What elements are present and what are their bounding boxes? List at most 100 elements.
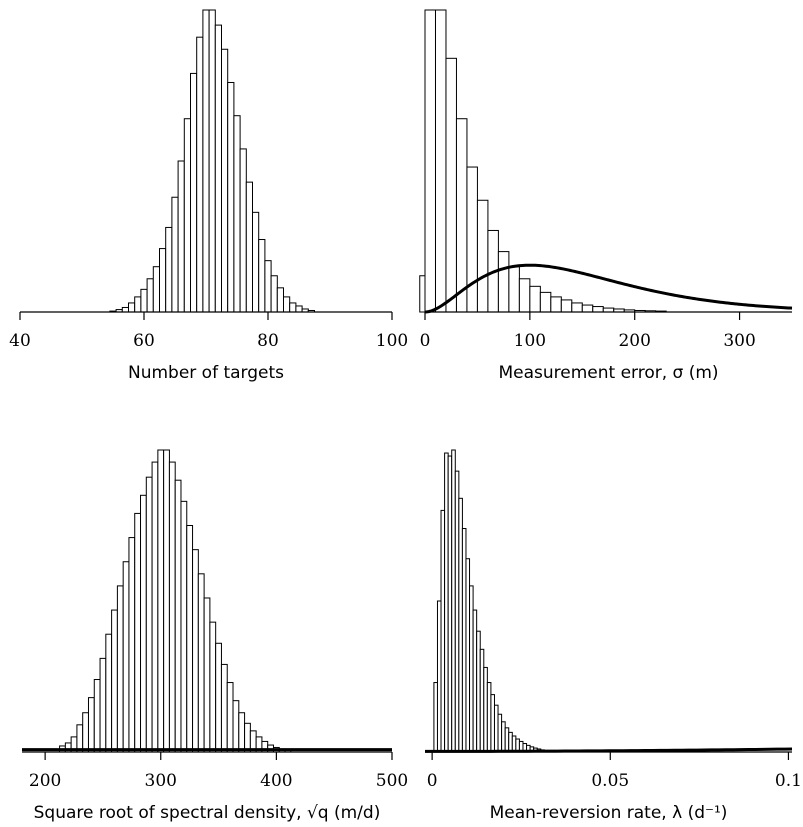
- histogram-bar: [454, 470, 460, 753]
- histogram-bar: [469, 585, 474, 753]
- histogram-bar: [264, 260, 272, 313]
- histogram-bar: [232, 700, 240, 753]
- histogram-bar: [270, 275, 278, 313]
- histogram-bar: [159, 248, 167, 313]
- histogram-bar: [202, 9, 210, 313]
- histogram-bar: [116, 585, 124, 753]
- histogram-bar: [476, 630, 481, 753]
- histogram-bar: [289, 302, 297, 313]
- x-tick-label: 300: [723, 331, 755, 351]
- histogram-bar: [511, 735, 517, 753]
- histogram-bar: [501, 721, 506, 753]
- histogram-bar: [529, 285, 541, 313]
- histogram-bar: [486, 682, 492, 753]
- histogram-bar: [165, 226, 173, 313]
- x-tick-label: 400: [260, 771, 292, 791]
- histogram-bar: [497, 713, 503, 753]
- histogram-bar: [560, 299, 573, 313]
- histogram-bar: [581, 304, 594, 313]
- histogram-bar: [445, 57, 457, 313]
- x-axis-title: Mean-reversion rate, λ (d⁻¹): [490, 803, 728, 823]
- histogram-bar: [244, 722, 251, 753]
- histogram-bar: [152, 266, 161, 313]
- histogram-bar: [99, 657, 107, 753]
- histogram-bar: [183, 118, 192, 313]
- histogram-bar: [105, 633, 113, 753]
- histogram-bar: [214, 24, 223, 313]
- histogram-bar: [258, 239, 266, 313]
- histogram-bar: [203, 597, 211, 753]
- histogram-bar: [226, 682, 234, 753]
- histogram-bar: [466, 166, 478, 313]
- histogram-bar: [283, 296, 291, 313]
- histogram-bar: [571, 302, 583, 313]
- histogram-bar: [121, 306, 130, 313]
- x-tick-label: 300: [145, 771, 177, 791]
- histogram-bar: [490, 694, 495, 753]
- histogram-bar: [197, 573, 205, 753]
- histogram-bar: [461, 528, 467, 753]
- histogram-bar: [238, 712, 246, 753]
- histogram-bar: [493, 704, 499, 753]
- histogram-bar: [180, 500, 188, 753]
- x-tick-label: 40: [9, 331, 31, 351]
- x-axis-title: Square root of spectral density, √q (m/d…: [34, 803, 381, 823]
- x-tick-label: 100: [514, 331, 546, 351]
- prior-density-curve: [424, 263, 793, 314]
- x-tick-label: 200: [618, 331, 650, 351]
- histogram-bar: [145, 476, 153, 753]
- histogram-bar: [209, 621, 217, 753]
- x-tick-label: 0: [420, 331, 431, 351]
- panel-number-of-targets: 40 60 80 100 Number of targets: [9, 9, 408, 383]
- histogram-bar: [295, 305, 303, 313]
- x-tick-label: 80: [257, 331, 279, 351]
- histogram-bar: [252, 211, 260, 313]
- histogram-bar: [472, 609, 478, 753]
- histogram-bar: [483, 666, 488, 753]
- x-axis-title: Number of targets: [128, 363, 284, 383]
- histogram-bar: [451, 449, 456, 753]
- histogram-bar: [134, 296, 142, 313]
- histogram-bar: [87, 697, 95, 753]
- histogram-bar: [168, 461, 176, 753]
- panel-mean-reversion-rate: 0 0.05 0.1 Mean-reversion rate, λ (d⁻¹): [425, 449, 802, 823]
- histogram-bar: [504, 727, 510, 753]
- panel-spectral-density: 200 300 400 500 Square root of spectral dens…: [22, 449, 408, 823]
- histogram-bar: [539, 291, 552, 313]
- histogram-bar: [220, 663, 228, 753]
- histogram-bar: [157, 449, 165, 753]
- histogram-bar: [128, 302, 136, 313]
- histogram-bar: [186, 525, 194, 753]
- histogram-bar: [82, 712, 89, 753]
- histogram-bar: [163, 449, 170, 753]
- histogram-bar: [239, 148, 247, 313]
- histogram-bar: [434, 9, 447, 313]
- histogram-bar: [458, 497, 463, 753]
- histogram-bar: [171, 196, 179, 313]
- x-tick-label: 0.05: [591, 771, 629, 791]
- histogram-bar: [497, 251, 510, 313]
- prior-density-curve: [425, 747, 793, 753]
- histogram-bar: [177, 160, 185, 313]
- histogram-bar: [465, 558, 471, 753]
- histogram-bar: [151, 461, 159, 753]
- histogram-bar: [592, 306, 604, 313]
- histogram-bar: [440, 509, 446, 753]
- histogram-bar: [196, 36, 204, 313]
- x-tick-label: 200: [29, 771, 61, 791]
- histogram-bar: [508, 266, 520, 313]
- histogram-bar: [476, 199, 489, 313]
- histogram-bar: [76, 724, 84, 753]
- histogram-bar: [134, 512, 142, 753]
- histogram-bar: [128, 537, 136, 753]
- histogram-bar: [174, 479, 182, 753]
- histogram-bar: [508, 731, 513, 753]
- histogram-bar: [215, 642, 222, 753]
- histogram-bar: [479, 648, 485, 753]
- x-tick-label: 500: [376, 771, 408, 791]
- histogram-bar: [227, 81, 235, 313]
- histogram-bar: [146, 278, 154, 313]
- histogram-bar: [192, 549, 199, 753]
- histogram-bar: [455, 118, 468, 313]
